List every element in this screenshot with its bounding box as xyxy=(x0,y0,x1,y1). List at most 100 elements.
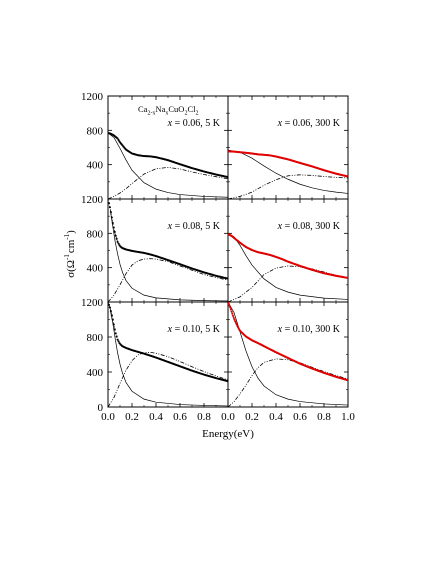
mid-ir-component-line xyxy=(228,265,348,302)
compound-formula: Ca2-xNaxCuO2Cl2 xyxy=(138,104,198,117)
panel-plot-area xyxy=(108,199,228,302)
data-point xyxy=(234,321,237,324)
panel-frame xyxy=(107,301,229,408)
drude-component-line xyxy=(110,210,228,302)
mid-ir-component-line xyxy=(228,174,348,199)
data-point xyxy=(112,226,115,229)
data-point xyxy=(109,211,112,214)
data-point xyxy=(228,304,231,307)
data-point xyxy=(234,320,237,323)
data-point xyxy=(108,206,111,209)
total-fit-line xyxy=(228,302,348,381)
x-tick-label: 0.4 xyxy=(269,411,283,423)
panel-p5: x = 0.10, 5 K xyxy=(107,301,229,408)
data-point xyxy=(346,175,348,178)
panel-plot-area xyxy=(108,302,228,407)
data-point xyxy=(229,306,232,309)
data-point xyxy=(114,332,117,335)
panel-frame xyxy=(227,198,349,303)
data-point xyxy=(117,242,120,245)
drude-component-line xyxy=(228,149,348,194)
data-point xyxy=(115,237,118,240)
data-point xyxy=(111,318,114,321)
mid-ir-component-line xyxy=(228,358,348,407)
formula-part: Ca xyxy=(138,104,148,114)
x-tick-label: 0.2 xyxy=(245,411,259,423)
data-point xyxy=(108,202,111,205)
panel-label-x: x xyxy=(277,221,283,232)
data-point xyxy=(231,312,234,315)
x-tick-label: 0.8 xyxy=(317,411,331,423)
x-tick-label: 1.0 xyxy=(341,411,355,423)
formula-part: x xyxy=(165,111,168,117)
mid-ir-component-line xyxy=(108,351,228,407)
mid-ir-component-line xyxy=(108,167,228,199)
panel-label-value: = 0.06, 300 K xyxy=(282,118,341,129)
panel-label-value: = 0.08, 300 K xyxy=(282,221,341,232)
panel-label-x: x xyxy=(277,324,283,335)
y-tick-label: 400 xyxy=(87,263,104,275)
panel-label: x = 0.10, 300 K xyxy=(277,324,341,335)
data-point xyxy=(231,314,235,317)
data-point xyxy=(235,323,238,326)
formula-part: 2-x xyxy=(147,111,155,117)
data-point xyxy=(229,308,232,311)
mid-ir-component-line xyxy=(108,258,228,302)
y-tick-label: 1200 xyxy=(81,194,104,206)
panel-label: x = 0.08, 300 K xyxy=(277,221,341,232)
panel-label-x: x xyxy=(167,221,173,232)
data-point xyxy=(113,230,116,234)
data-point xyxy=(232,316,235,319)
drude-component-line xyxy=(228,302,348,406)
y-axis-label-main: σ(Ω xyxy=(65,260,77,278)
panel-label-x: x xyxy=(167,324,173,335)
x-axis-label: Energy(eV) xyxy=(202,428,254,440)
total-fit-line xyxy=(108,132,228,178)
y-axis-label-sup1: -1 xyxy=(63,254,71,260)
data-point xyxy=(230,310,233,313)
data-point xyxy=(110,216,113,219)
y-axis-label-end: ) xyxy=(65,230,77,234)
panel-frame xyxy=(227,95,349,200)
panel-p3: x = 0.08, 5 K xyxy=(107,198,229,303)
y-axis-label: σ(Ω-1cm-1) xyxy=(63,230,77,278)
y-tick-label: 400 xyxy=(87,367,104,379)
panel-plot-area xyxy=(228,302,348,407)
data-point xyxy=(111,221,114,225)
data-point xyxy=(108,303,111,306)
data-point xyxy=(117,340,120,343)
data-point xyxy=(228,302,230,305)
data-point xyxy=(110,314,113,317)
data-point xyxy=(228,302,230,304)
data-point xyxy=(346,379,348,382)
panel-frame xyxy=(227,301,349,408)
data-point xyxy=(114,234,117,237)
data-point xyxy=(116,240,119,243)
drude-component-line xyxy=(228,233,348,300)
panel-label-value: = 0.10, 5 K xyxy=(172,324,221,335)
formula-part: CuO xyxy=(168,104,184,114)
x-tick-label: 0.4 xyxy=(149,411,163,423)
y-tick-label: 800 xyxy=(87,125,104,137)
panel-p4: x = 0.08, 300 K xyxy=(227,198,349,303)
y-axis-label-mid: cm xyxy=(65,239,77,253)
x-tick-label: 0.6 xyxy=(293,411,307,423)
data-point xyxy=(108,302,110,304)
panel-plot-area xyxy=(228,233,348,302)
y-tick-label: 0 xyxy=(98,402,104,414)
panel-p6: x = 0.10, 300 K xyxy=(227,301,349,408)
x-tick-label: 0.6 xyxy=(173,411,187,423)
data-point xyxy=(116,137,119,140)
y-tick-label: 400 xyxy=(87,160,104,172)
formula-part: Cl xyxy=(187,104,196,114)
data-point xyxy=(108,199,110,201)
panel-label: x = 0.06, 5 K xyxy=(167,118,221,129)
panel-label-x: x xyxy=(167,118,173,129)
panel-label-value: = 0.08, 5 K xyxy=(172,221,221,232)
data-point xyxy=(233,318,236,321)
formula-part: Na xyxy=(155,104,165,114)
panel-label: x = 0.10, 5 K xyxy=(167,324,221,335)
